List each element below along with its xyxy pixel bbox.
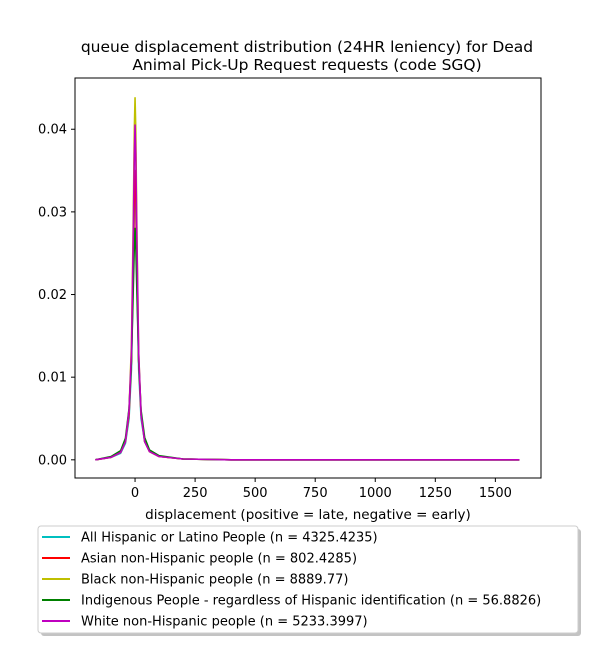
y-tick-label: 0.03 [38,205,67,220]
x-axis: 0 250 500 750 1000 1250 1500 [131,478,512,501]
y-tick-label: 0.02 [38,288,67,303]
series-line-3 [95,227,520,461]
plot-frame [74,77,542,479]
x-tick-label: 500 [243,486,268,501]
y-axis: 0.00 0.01 0.02 0.03 0.04 [38,123,75,468]
series-line-1 [95,169,520,461]
y-tick-label: 0.01 [38,371,67,386]
x-tick-label: 1000 [359,486,392,501]
legend-label-2: Black non-Hispanic people (n = 8889.77) [81,573,348,588]
series-layer [95,97,520,461]
x-tick-label: 750 [303,486,328,501]
series-line-4 [95,124,520,461]
legend-box [37,525,579,634]
series-line-0 [95,178,520,461]
x-tick-label: 1250 [419,486,452,501]
chart-title-line-1: queue displacement distribution (24HR le… [81,38,533,56]
x-axis-label: displacement (positive = late, negative … [145,507,471,523]
legend-label-0: All Hispanic or Latino People (n = 4325.… [81,531,378,546]
x-tick-label: 0 [131,486,139,501]
y-tick-label: 0.04 [38,123,67,138]
x-tick-label: 250 [183,486,208,501]
y-tick-label: 0.00 [38,453,67,468]
series-line-2 [95,97,520,461]
legend-label-1: Asian non-Hispanic people (n = 802.4285) [81,552,357,567]
legend-label-4: White non-Hispanic people (n = 5233.3997… [81,615,368,630]
legend: All Hispanic or Latino People (n = 4325.… [37,525,581,636]
x-tick-label: 1500 [479,486,512,501]
chart-title-line-2: Animal Pick-Up Request requests (code SG… [132,56,481,74]
legend-label-3: Indigenous People - regardless of Hispan… [81,594,541,609]
